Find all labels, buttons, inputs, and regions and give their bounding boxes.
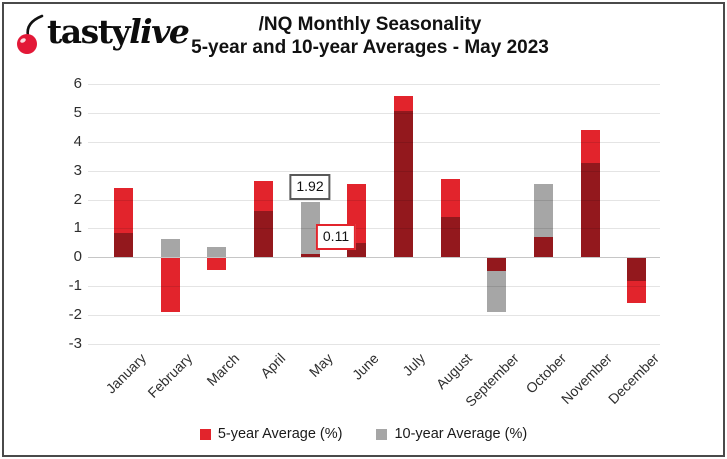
y-axis-tick-label: -1: [68, 277, 82, 295]
x-axis-label-july: July: [399, 350, 429, 379]
chart-title: /NQ Monthly Seasonality 5-year and 10-ye…: [100, 13, 640, 59]
bar-5-year-january: [113, 188, 133, 258]
brand-text-tasty: tasty: [47, 12, 131, 51]
legend-label: 5-year Average (%): [217, 426, 343, 442]
x-axis-label-april: April: [257, 350, 289, 382]
y-axis-tick-label: 4: [73, 132, 82, 150]
bar-5-year-september: [487, 258, 507, 272]
x-axis-label-august: August: [433, 350, 476, 393]
legend-swatch: [199, 428, 211, 440]
legend-item-5-year: 5-year Average (%): [199, 426, 343, 442]
y-axis-tick-label: 3: [73, 161, 82, 179]
y-axis-tick-label: 0: [73, 248, 82, 266]
bar-5-year-july: [393, 95, 413, 258]
legend-item-10-year: 10-year Average (%): [376, 426, 527, 442]
x-axis-label-february: February: [144, 350, 196, 401]
data-label-callout: 0.11: [315, 224, 357, 251]
cherry-icon: [17, 14, 44, 54]
bar-10-year-september: [487, 258, 507, 313]
x-axis-zero-line: [88, 257, 660, 259]
y-axis-tick-label: 5: [73, 103, 82, 121]
bar-5-year-november: [580, 130, 600, 258]
y-axis-tick-label: 2: [73, 190, 82, 208]
x-axis-label-may: May: [305, 350, 336, 381]
chart-title-line2: 5-year and 10-year Averages - May 2023: [191, 37, 549, 58]
bar-5-year-february: [160, 258, 180, 312]
chart-legend: 5-year Average (%) 10-year Average (%): [0, 426, 727, 442]
bar-5-year-august: [440, 179, 460, 258]
y-axis-tick-label: -3: [68, 335, 82, 352]
chart-title-line1: /NQ Monthly Seasonality: [258, 14, 482, 35]
data-label-callout: 1.92: [289, 173, 331, 200]
legend-label: 10-year Average (%): [394, 426, 528, 442]
gridline: [88, 228, 660, 230]
bar-5-year-october: [533, 236, 553, 258]
x-axis-label-october: October: [522, 350, 569, 397]
x-axis-label-march: March: [203, 350, 242, 389]
brand-wordmark: tastylive: [47, 12, 190, 52]
brand-text-live: live: [129, 12, 190, 51]
bar-10-year-february: [160, 239, 180, 258]
x-axis-label-june: June: [349, 350, 382, 383]
bar-10-year-may: [300, 201, 320, 258]
bar-5-year-april: [253, 180, 273, 258]
y-axis-tick-label: 1: [73, 219, 82, 237]
bar-5-year-december: [627, 258, 647, 304]
y-axis-tick-label: 6: [73, 75, 82, 92]
gridline: [88, 199, 660, 201]
gridline: [88, 170, 660, 172]
gridline: [88, 344, 660, 345]
tastylive-logo: tastylive: [15, 12, 190, 56]
bar-10-year-march: [207, 247, 227, 258]
gridline: [88, 315, 660, 317]
gridline: [88, 286, 660, 288]
gridline: [88, 84, 660, 85]
legend-swatch: [376, 428, 388, 440]
gridline: [88, 141, 660, 143]
bar-5-year-march: [207, 258, 227, 270]
bar-5-year-may: [300, 254, 320, 258]
y-axis-tick-label: -2: [68, 306, 82, 324]
x-axis-label-january: January: [102, 350, 149, 397]
gridline: [88, 112, 660, 114]
